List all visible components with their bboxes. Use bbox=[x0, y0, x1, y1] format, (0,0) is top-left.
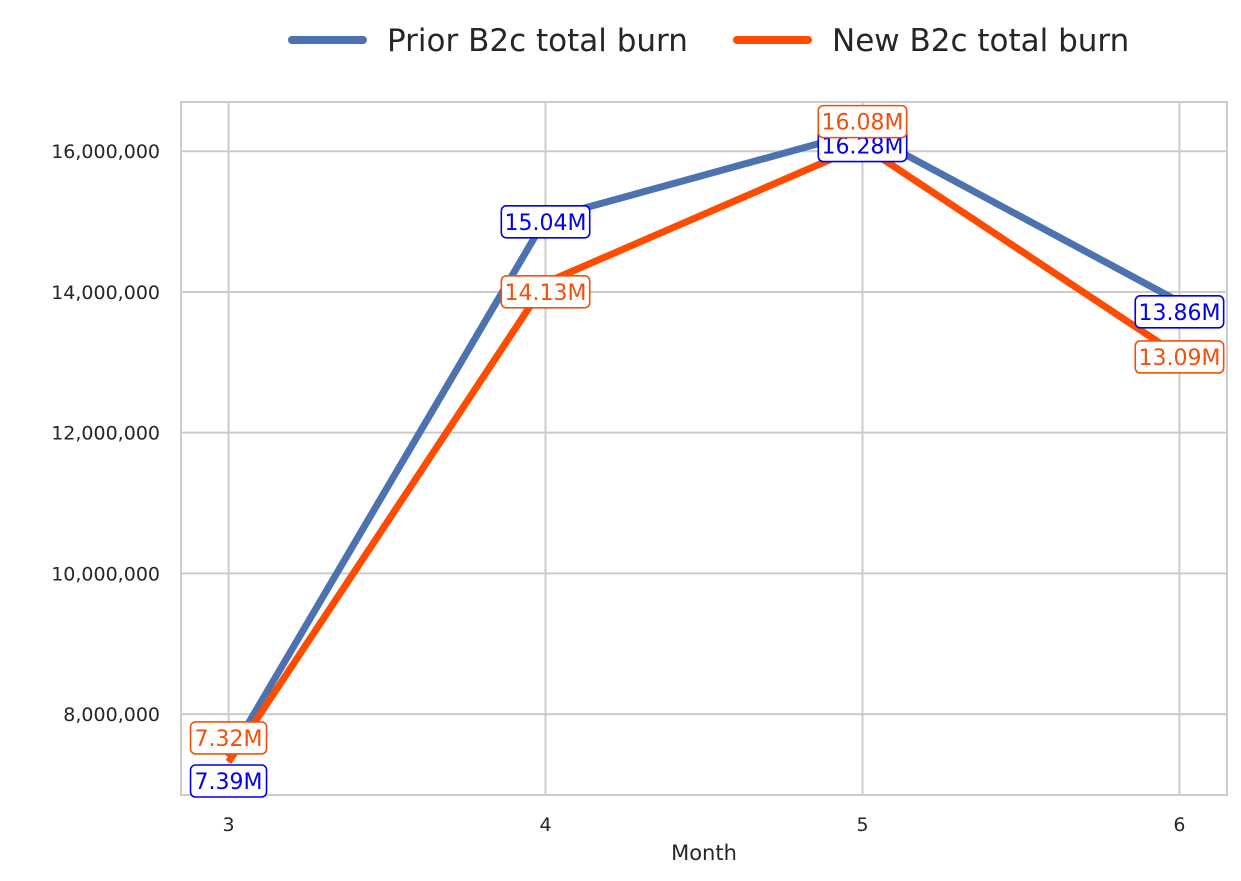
data-label-text: 13.86M bbox=[1138, 301, 1220, 326]
plot-area-border bbox=[180, 101, 1228, 796]
data-label: 14.13M bbox=[500, 275, 591, 309]
legend[interactable]: Prior B2c total burn New B2c total burn bbox=[288, 23, 1129, 59]
series-line-new bbox=[225, 141, 1182, 764]
y-tick-label: 16,000,000 bbox=[51, 141, 160, 163]
legend-item-new[interactable]: New B2c total burn bbox=[733, 23, 1129, 59]
data-label-box bbox=[817, 104, 908, 139]
data-label: 15.04M bbox=[500, 204, 591, 239]
y-tick-label: 12,000,000 bbox=[51, 423, 160, 445]
axis-ticks: 3 4 5 6 8,000,000 10,000,000 12,000,000 14,000,… bbox=[51, 141, 1185, 836]
x-tick-label: 6 bbox=[1173, 814, 1185, 836]
data-label: 13.86M bbox=[1134, 295, 1225, 329]
data-label: 7.32M bbox=[189, 721, 268, 755]
data-label-box bbox=[189, 764, 268, 798]
legend-label: Prior B2c total burn bbox=[387, 23, 688, 59]
y-tick-label: 8,000,000 bbox=[63, 704, 160, 726]
data-label-box bbox=[1134, 295, 1225, 329]
data-label-text: 15.04M bbox=[505, 211, 587, 236]
data-label-box bbox=[500, 275, 591, 309]
x-tick-label: 3 bbox=[222, 814, 234, 836]
data-label-text: 7.32M bbox=[195, 727, 263, 752]
data-labels: 7.39M 15.04M 16.28M 13.86M 7.32M 14.13M 16.08M… bbox=[189, 104, 1225, 798]
data-label-text: 7.39M bbox=[195, 770, 263, 795]
data-label-text: 16.08M bbox=[822, 111, 904, 136]
data-label-box bbox=[1134, 340, 1225, 374]
data-label-text: 16.28M bbox=[822, 135, 904, 160]
data-label-text: 13.09M bbox=[1138, 346, 1220, 371]
data-label-text: 14.13M bbox=[505, 281, 587, 306]
data-label-box bbox=[189, 721, 268, 755]
data-label: 7.39M bbox=[189, 764, 268, 798]
y-tick-label: 10,000,000 bbox=[51, 563, 160, 585]
series-line-prior bbox=[225, 127, 1182, 759]
x-tick-label: 4 bbox=[539, 814, 551, 836]
series-lines bbox=[225, 127, 1182, 764]
data-label: 16.08M bbox=[817, 104, 908, 139]
y-tick-label: 14,000,000 bbox=[51, 282, 160, 304]
legend-item-prior[interactable]: Prior B2c total burn bbox=[288, 23, 688, 59]
data-label: 13.09M bbox=[1134, 340, 1225, 374]
x-tick-label: 5 bbox=[856, 814, 868, 836]
data-label-box bbox=[500, 204, 591, 239]
legend-label: New B2c total burn bbox=[832, 23, 1129, 59]
x-axis-title: Month bbox=[671, 841, 737, 865]
